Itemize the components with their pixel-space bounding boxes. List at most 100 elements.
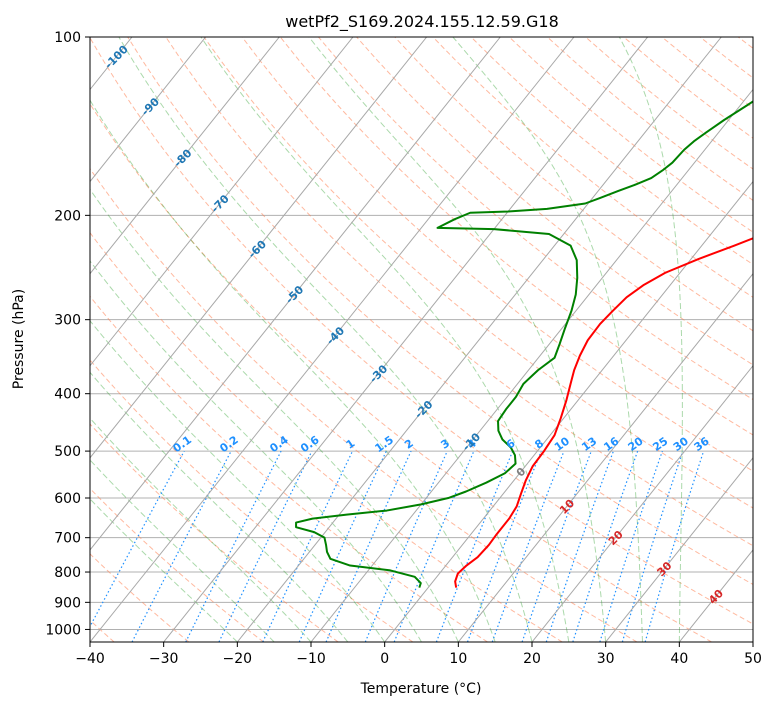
dry-adiabat-line [203, 37, 753, 509]
dry-adiabat-line [547, 37, 753, 201]
mixing-ratio-label: 3 [438, 437, 452, 452]
isotherm-line [90, 37, 501, 551]
moist-adiabat-line [90, 371, 349, 642]
x-axis-title: Temperature (°C) [360, 681, 482, 697]
isotherm-line [457, 272, 753, 642]
moist-adiabat-line [90, 260, 422, 642]
dry-adiabat-line [508, 37, 753, 233]
axes: −40 −30 −20 −10 0 10 20 30 40 5010020030040050060… [45, 30, 762, 667]
dry-adiabat-line [90, 487, 264, 642]
moist-adiabat-line [90, 99, 496, 642]
moist-adiabat-line [90, 459, 275, 642]
x-tick-label: 20 [523, 651, 541, 667]
isotherm-label: -70 [209, 192, 232, 215]
isotherm-label: 20 [606, 528, 626, 548]
moist-adiabat-line [452, 37, 643, 642]
line-labels: 0.1 0.2 0.4 0.6 1 1.5 2 3 4 6 8 10 13 16 20 25 30 36-100-… [102, 43, 726, 607]
dry-adiabat-line [90, 167, 638, 642]
x-tick-label: 0 [380, 651, 389, 667]
isotherm-line [0, 37, 58, 642]
mixing-ratio-label: 0.1 [171, 433, 194, 455]
y-tick-label: 300 [54, 313, 81, 329]
x-tick-label: −40 [75, 651, 105, 667]
isotherm-line [236, 37, 722, 642]
mixing-ratio-line [521, 450, 592, 642]
isotherm-line [752, 641, 753, 642]
isotherm-label: 40 [706, 587, 726, 607]
isotherm-line [678, 549, 753, 642]
moist-adiabat-line [90, 319, 386, 642]
dry-adiabat-line [432, 37, 753, 298]
isotherm-label: -100 [102, 43, 131, 72]
mixing-ratio-line [218, 450, 313, 642]
mixing-ratio-line [572, 450, 639, 642]
isotherm-line [310, 88, 753, 642]
y-axis-title: Pressure (hPa) [11, 289, 27, 389]
dry-adiabat-line [90, 295, 488, 642]
profile-series [295, 100, 753, 588]
mixing-ratio-line [325, 450, 412, 642]
dewpoint-profile-line [295, 100, 753, 588]
mixing-ratio-label: 6 [504, 437, 518, 452]
moist-adiabat-line [618, 37, 683, 642]
isotherm-label: -90 [139, 95, 162, 118]
moist-adiabat-line [90, 417, 312, 642]
dry-adiabat-line [241, 37, 753, 472]
dry-adiabat-line [318, 37, 753, 401]
isotherm-line [90, 37, 207, 183]
isotherm-label: -50 [283, 283, 306, 306]
mixing-ratio-line [621, 450, 684, 642]
mixing-ratio-line [466, 450, 542, 642]
isotherm-label: -10 [460, 430, 483, 453]
y-tick-label: 400 [54, 387, 81, 403]
moist-adiabat-line [308, 37, 607, 642]
mixing-ratio-line [262, 450, 354, 642]
isotherm-label: -60 [246, 238, 269, 261]
isotherm-line [90, 37, 280, 275]
isotherm-line [605, 457, 753, 642]
mixing-ratio-lines [90, 450, 705, 642]
mixing-ratio-line [599, 450, 663, 642]
dry-adiabats [90, 37, 753, 642]
x-tick-label: −20 [223, 651, 253, 667]
mixing-ratio-line [491, 450, 565, 642]
x-tick-label: −10 [296, 651, 326, 667]
mixing-ratio-label: 0.4 [267, 433, 291, 455]
y-tick-label: 1000 [45, 622, 81, 638]
y-tick-label: 800 [54, 565, 81, 581]
mixing-ratio-line [298, 450, 387, 642]
dry-adiabat-line [90, 553, 190, 642]
y-tick-label: 200 [54, 208, 81, 224]
y-tick-label: 600 [54, 491, 81, 507]
dry-adiabat-line [356, 37, 753, 366]
plot-area: 0.1 0.2 0.4 0.6 1 1.5 2 3 4 6 8 10 13 16 20 25 30 36-100-… [0, 37, 753, 642]
isotherm-line [90, 37, 575, 642]
y-tick-label: 500 [54, 444, 81, 460]
isotherm-line [531, 364, 753, 642]
x-tick-label: −30 [149, 651, 179, 667]
dry-adiabat-line [90, 102, 712, 642]
dry-adiabat-line [279, 37, 753, 436]
isotherm-line [163, 37, 649, 642]
temperature-profile-line [454, 237, 753, 588]
y-tick-label: 100 [54, 30, 81, 46]
dry-adiabat-line [165, 37, 753, 547]
moist-adiabat-line [90, 498, 238, 642]
y-tick-label: 700 [54, 531, 81, 547]
x-tick-label: 10 [449, 651, 467, 667]
moist-adiabats [90, 37, 683, 642]
isotherm-label: -80 [171, 146, 194, 169]
mixing-ratio-line [185, 450, 282, 642]
isotherm-label: -40 [324, 324, 347, 347]
dry-adiabat-line [90, 37, 753, 625]
mixing-ratio-line [435, 450, 514, 642]
isotherm-line [384, 180, 753, 642]
mixing-ratio-line [90, 450, 185, 628]
mixing-ratio-label: 1.5 [373, 433, 396, 455]
isotherm-label: 30 [655, 559, 675, 579]
mixing-ratio-line [545, 450, 614, 642]
mixing-ratio-label: 0.6 [298, 433, 322, 455]
x-tick-label: 50 [744, 651, 762, 667]
dry-adiabat-line [90, 423, 339, 642]
